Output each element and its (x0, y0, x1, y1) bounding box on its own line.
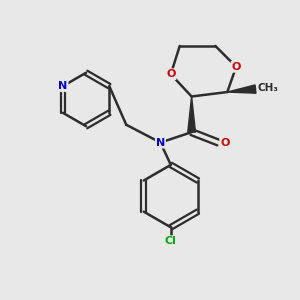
Text: N: N (58, 81, 68, 91)
Polygon shape (188, 97, 196, 132)
Text: CH₃: CH₃ (258, 83, 279, 94)
Text: O: O (232, 62, 241, 72)
Text: O: O (166, 69, 176, 79)
Text: Cl: Cl (165, 236, 177, 246)
Text: O: O (220, 138, 230, 148)
Text: N: N (156, 138, 165, 148)
Polygon shape (227, 85, 256, 93)
